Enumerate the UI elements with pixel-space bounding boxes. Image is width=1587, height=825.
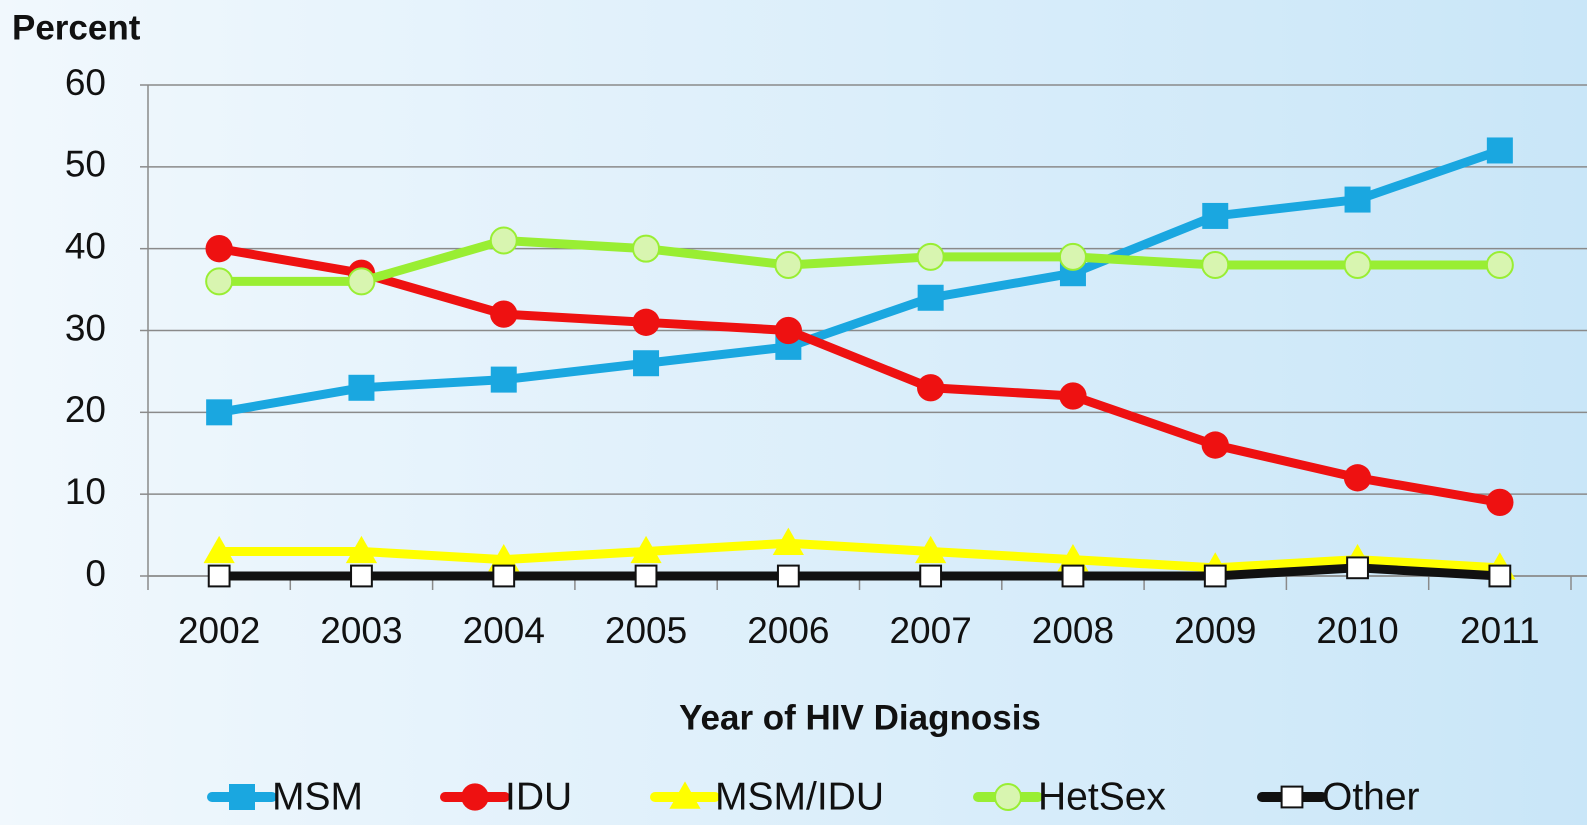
data-point [633,350,660,377]
series-line [219,538,1501,573]
y-tick-label: 60 [65,62,106,103]
data-point [632,234,661,263]
data-point [919,564,943,588]
data-point [205,267,234,296]
data-point [492,564,516,588]
data-point [915,535,947,564]
data-point [345,535,378,564]
data-point [772,527,804,555]
data-point [489,226,518,255]
data-point [634,564,658,588]
data-point [1059,382,1087,410]
y-tick-label: 40 [65,225,106,266]
data-point [1486,488,1514,516]
x-tick-label: 2002 [178,610,260,651]
data-point [917,284,944,311]
data-point [1343,251,1372,280]
data-point [488,544,520,572]
data-point [1343,464,1372,492]
data-point [490,300,518,328]
data-point [1201,251,1230,280]
data-point [205,235,233,263]
y-tick-label: 10 [65,471,106,512]
legend-label: MSM/IDU [715,775,884,818]
x-tick-label: 2009 [1174,610,1256,651]
data-point [630,535,662,564]
legend-marker [1280,785,1304,809]
legend-label: MSM [272,775,363,818]
data-point [1346,556,1369,580]
data-point [774,251,803,280]
data-point [916,242,945,271]
y-tick-label: 50 [65,144,106,185]
series-line [219,563,1501,581]
data-point [203,535,235,564]
data-point [1203,564,1227,588]
data-point [207,564,231,588]
data-point [1058,242,1087,271]
data-point [206,399,233,426]
data-point [347,267,376,296]
x-tick-label: 2003 [320,610,402,651]
series-line [218,244,1501,507]
x-tick-label: 2006 [747,610,829,651]
data-point [632,308,660,336]
series-line [219,235,1500,286]
x-tick-label: 2005 [605,610,687,651]
data-point [776,564,800,588]
data-point [348,374,375,401]
data-point [1344,186,1371,213]
data-point [1202,202,1229,229]
y-tick-label: 30 [65,307,106,348]
data-point [490,366,517,393]
x-tick-label: 2007 [889,610,971,651]
legend-label: HetSex [1038,775,1166,818]
legend-marker [229,784,255,810]
y-axis-label: Percent [12,8,141,47]
data-point [1488,564,1512,588]
legend-marker [461,783,489,811]
series-line [218,146,1502,417]
x-tick-label: 2011 [1460,610,1540,651]
legend-label: Other [1322,775,1420,818]
x-tick-label: 2010 [1316,610,1398,651]
data-point [1486,137,1513,164]
y-tick-label: 20 [65,389,106,430]
data-point [1057,544,1089,572]
legend-marker [994,783,1022,811]
data-point [1485,251,1514,280]
data-point [350,564,373,588]
legend-label: IDU [505,775,572,818]
data-point [1201,431,1229,459]
legend-marker [669,781,701,809]
data-point [917,374,945,402]
y-tick-label: 0 [85,553,106,594]
x-tick-label: 2008 [1032,610,1114,651]
x-axis-label: Year of HIV Diagnosis [679,698,1041,737]
x-tick-label: 2004 [463,610,545,651]
data-point [774,316,802,345]
data-point [1061,564,1085,588]
